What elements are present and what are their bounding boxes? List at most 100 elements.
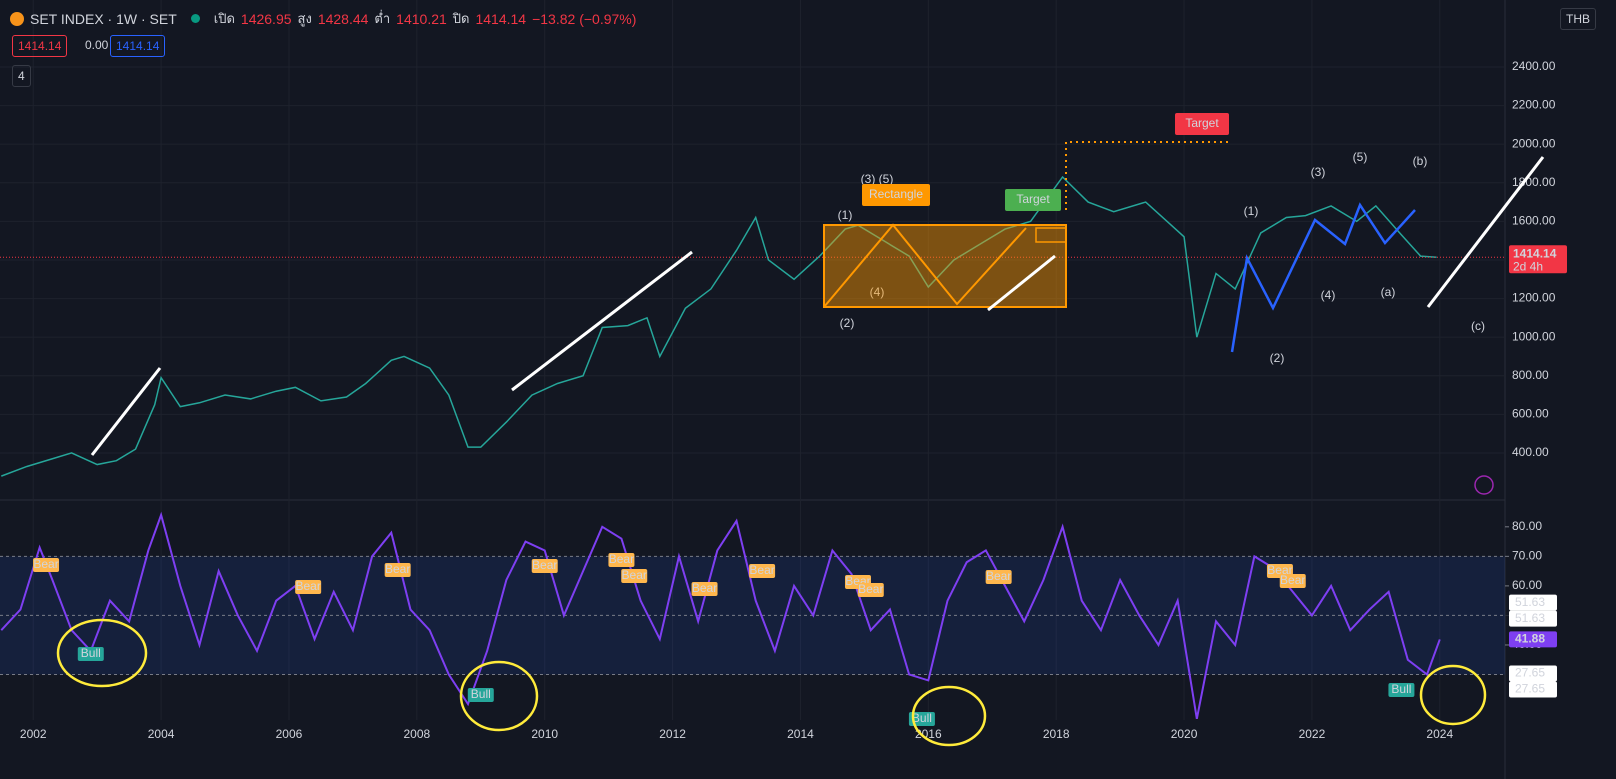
circle bbox=[56, 618, 148, 688]
status-dot bbox=[190, 14, 200, 23]
wave-label: (5) bbox=[1353, 150, 1368, 164]
signal-label: Bear bbox=[692, 581, 717, 595]
value: 1410.21 bbox=[396, 10, 447, 27]
symbol: SET INDEX · 1W · SET bbox=[30, 10, 177, 27]
signal-label: Bull bbox=[81, 646, 101, 660]
signal-tag bbox=[985, 570, 1012, 584]
signal-label: Bear bbox=[1267, 563, 1292, 577]
arrow bbox=[90, 367, 162, 456]
y-tick-label: 2000.00 bbox=[1512, 136, 1556, 150]
label: เปิด bbox=[213, 11, 235, 26]
tag-label: Target bbox=[1016, 192, 1050, 206]
value: 1414.14 bbox=[475, 10, 527, 27]
y-tick-label: 2400.00 bbox=[1512, 59, 1556, 73]
arrow bbox=[1426, 156, 1545, 308]
wave-label: (c) bbox=[1471, 319, 1485, 333]
series-line bbox=[0, 511, 1441, 720]
signal-label: Bear bbox=[622, 568, 647, 582]
value-label: 27.65 bbox=[1515, 682, 1545, 696]
price-label: 1414.14 bbox=[1513, 246, 1557, 260]
wave-label: (4) bbox=[870, 285, 885, 299]
value-tag bbox=[1509, 681, 1557, 698]
signal-tag bbox=[77, 647, 104, 661]
label: ปิด bbox=[452, 11, 470, 26]
price-tag bbox=[1509, 245, 1567, 274]
y-tick-label: 800.00 bbox=[1512, 368, 1549, 382]
y-tick-label: 80.00 bbox=[1512, 519, 1542, 533]
value-tag bbox=[1509, 594, 1557, 611]
signal-label: Bear bbox=[749, 563, 774, 577]
tag-label: Target bbox=[1185, 116, 1219, 130]
value-label: 27.65 bbox=[1515, 666, 1545, 680]
indicator-toggle[interactable]: 4 bbox=[12, 65, 31, 87]
wave-label: (a) bbox=[1381, 285, 1396, 299]
signal-tag bbox=[467, 688, 494, 702]
drawings bbox=[56, 141, 1545, 747]
signal-label: Bull bbox=[912, 711, 932, 725]
signal-tag bbox=[33, 558, 60, 572]
x-tick-label: 2016 bbox=[915, 727, 942, 741]
legend-header: SET INDEX · 1W · SET เปิด 1426.95 สูง 1428… bbox=[10, 8, 636, 29]
signal-label: Bear bbox=[858, 582, 883, 596]
value-tag bbox=[1509, 665, 1557, 682]
value-tag bbox=[1509, 610, 1557, 627]
signal-label: Bear bbox=[532, 558, 557, 572]
x-tick-label: 2022 bbox=[1299, 727, 1326, 741]
arrows bbox=[90, 156, 1545, 456]
tag-label: Rectangle bbox=[869, 187, 923, 201]
y-tick-label: 60.00 bbox=[1512, 578, 1542, 592]
x-tick-label: 2014 bbox=[787, 727, 814, 741]
signal-label: Bull bbox=[1391, 682, 1411, 696]
arrow bbox=[511, 250, 693, 392]
signal-label: Bear bbox=[986, 569, 1011, 583]
wave-label: (3) bbox=[1311, 165, 1326, 179]
circle bbox=[911, 685, 987, 747]
x-tick-label: 2006 bbox=[276, 727, 303, 741]
y-tick-label: 1000.00 bbox=[1512, 329, 1556, 343]
arrow bbox=[987, 254, 1056, 312]
signal-tag bbox=[749, 564, 776, 578]
y-tick-label: 400.00 bbox=[1512, 445, 1549, 459]
signal-tag bbox=[531, 559, 558, 573]
value: 1428.44 bbox=[317, 10, 369, 27]
wave-label: (2) bbox=[840, 316, 855, 330]
price-box: 1414.14 bbox=[110, 35, 166, 57]
series-line bbox=[1, 175, 1437, 477]
signal-tag bbox=[1279, 574, 1306, 588]
signal-label: Bear bbox=[1280, 573, 1305, 587]
signal-label: Bear bbox=[385, 562, 410, 576]
signal-tag bbox=[1388, 683, 1415, 697]
zigzag bbox=[823, 223, 1027, 308]
signal-tag bbox=[908, 712, 935, 726]
signal-tag bbox=[857, 583, 884, 597]
x-tick-label: 2024 bbox=[1426, 727, 1453, 741]
value: 1426.95 bbox=[240, 10, 292, 27]
signal-tag bbox=[621, 569, 648, 583]
y-tick-label: 600.00 bbox=[1512, 407, 1549, 421]
tag bbox=[1005, 189, 1061, 211]
y-tick-label: 1200.00 bbox=[1512, 291, 1556, 305]
wave-label: (5) bbox=[879, 172, 894, 186]
x-tick-label: 2002 bbox=[20, 727, 47, 741]
wave-label: (2) bbox=[1270, 351, 1285, 365]
price-box: 1414.14 bbox=[12, 35, 68, 57]
signal-label: Bear bbox=[295, 579, 320, 593]
value-label: 51.63 bbox=[1515, 611, 1545, 625]
x-tick-label: 2008 bbox=[403, 727, 430, 741]
wave-label: (1) bbox=[838, 208, 853, 222]
circle bbox=[459, 660, 539, 732]
y-tick-label: 2200.00 bbox=[1512, 98, 1556, 112]
x-tick-label: 2020 bbox=[1171, 727, 1198, 741]
signal-tag bbox=[691, 582, 718, 596]
signal-label: Bear bbox=[609, 552, 634, 566]
circle bbox=[1419, 664, 1487, 726]
currency[interactable]: THB bbox=[1560, 8, 1596, 30]
symbol-icon bbox=[10, 11, 24, 26]
label: ต่ำ bbox=[374, 11, 391, 26]
x-tick-label: 2004 bbox=[148, 727, 175, 741]
signal-tag bbox=[295, 580, 322, 594]
tag bbox=[1175, 113, 1229, 135]
small-box bbox=[1035, 227, 1067, 243]
